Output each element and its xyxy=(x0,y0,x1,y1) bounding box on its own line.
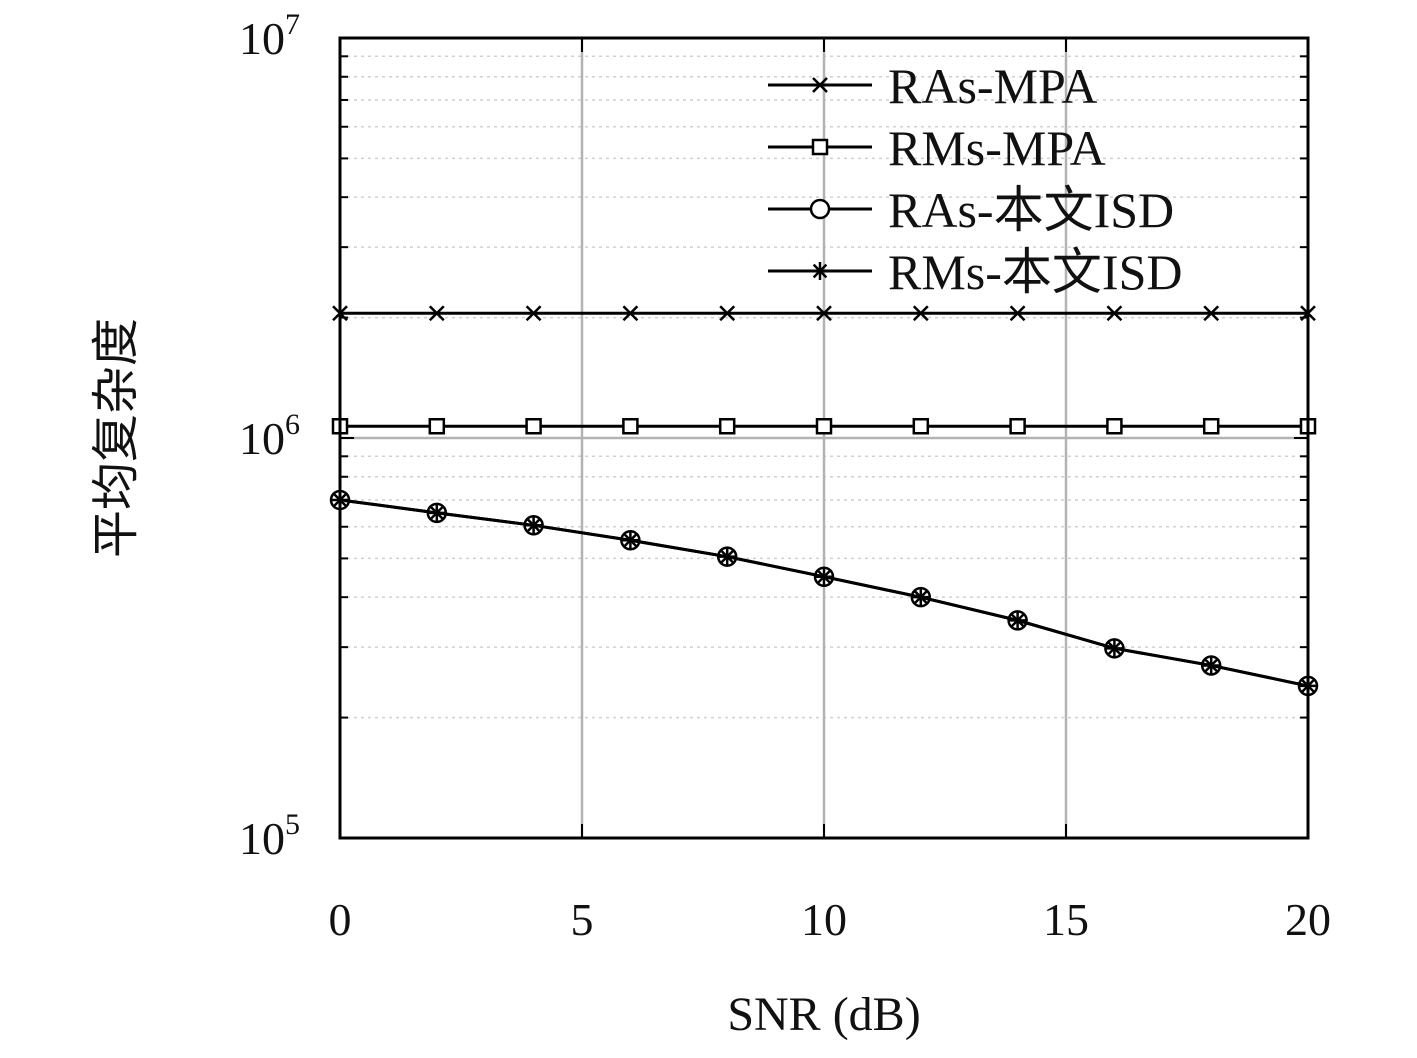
legend-item: RAs-MPA xyxy=(768,58,1097,114)
x-tick-label: 15 xyxy=(1043,894,1089,945)
y-tick-label: 107 xyxy=(239,8,300,64)
marker-circle xyxy=(809,198,831,220)
x-tick-label: 0 xyxy=(329,894,352,945)
series-2 xyxy=(331,417,1317,435)
x-tick-label: 20 xyxy=(1285,894,1331,945)
marker-stroke xyxy=(1203,305,1220,322)
legend-item: RMs-MPA xyxy=(768,120,1106,176)
data-point xyxy=(1106,417,1123,435)
marker-square xyxy=(815,417,833,435)
marker-stroke xyxy=(719,549,735,564)
data-point xyxy=(524,516,543,535)
x-tick-label: 5 xyxy=(571,894,594,945)
marker-stroke xyxy=(526,518,541,533)
marker-square xyxy=(525,417,542,435)
legend-label: RAs-本文ISD xyxy=(888,182,1174,238)
data-point xyxy=(1203,305,1220,322)
data-point xyxy=(622,305,639,322)
data-point xyxy=(427,503,446,522)
legend-marker xyxy=(811,262,829,280)
x-tick-label: 10 xyxy=(801,894,847,945)
marker-square xyxy=(622,417,639,435)
marker-square xyxy=(428,417,446,435)
marker-stroke xyxy=(1107,641,1122,656)
marker-stroke xyxy=(812,77,828,93)
data-point xyxy=(912,417,930,435)
marker-stroke xyxy=(428,305,445,322)
data-point xyxy=(1009,417,1026,435)
data-point xyxy=(815,567,833,586)
marker-stroke xyxy=(912,305,929,322)
legend-label: RMs-本文ISD xyxy=(888,244,1182,300)
legend: RAs-MPA RMs-MPA RAs-本文ISD RMs-本文ISD xyxy=(768,58,1182,300)
marker-stroke xyxy=(816,305,832,322)
marker-stroke xyxy=(816,569,832,584)
data-point xyxy=(428,305,445,322)
data-point xyxy=(525,417,542,435)
data-point xyxy=(719,305,736,322)
series-4 xyxy=(331,490,1317,695)
marker-stroke xyxy=(1009,305,1026,322)
data-point xyxy=(1008,611,1027,630)
legend-label: RAs-MPA xyxy=(888,58,1097,114)
marker-square xyxy=(718,417,736,435)
grid xyxy=(340,36,1308,840)
data-point xyxy=(815,417,833,435)
data-point xyxy=(622,417,639,435)
data-point xyxy=(911,588,930,607)
data-point xyxy=(525,305,542,322)
data-point xyxy=(912,305,929,322)
marker-stroke xyxy=(623,533,638,548)
marker-stroke xyxy=(525,305,542,322)
marker-stroke xyxy=(913,589,929,605)
data-point xyxy=(1105,639,1124,658)
ticks: 105 106 107 0 5 10 15 20 xyxy=(239,8,1331,945)
marker-stroke xyxy=(719,305,736,322)
data-point xyxy=(1202,417,1220,435)
marker-stroke xyxy=(812,263,828,279)
legend-item: RAs-本文ISD xyxy=(768,182,1174,238)
x-axis-title: SNR (dB) xyxy=(727,988,920,1041)
data-point xyxy=(428,417,446,435)
marker-square xyxy=(1009,417,1026,435)
legend-marker xyxy=(812,77,828,93)
legend-label: RMs-MPA xyxy=(888,120,1106,176)
data-point xyxy=(1009,305,1026,322)
marker-square xyxy=(912,417,930,435)
data-point xyxy=(621,531,640,550)
data-point xyxy=(718,547,737,566)
marker-square xyxy=(1106,417,1123,435)
legend-marker xyxy=(811,138,829,156)
marker-stroke xyxy=(1010,613,1025,628)
y-tick-label: 105 xyxy=(239,808,300,864)
series-layer xyxy=(329,305,1319,697)
legend-item: RMs-本文ISD xyxy=(768,244,1182,300)
legend-marker xyxy=(809,198,831,220)
data-point xyxy=(1202,656,1221,675)
marker-square xyxy=(811,138,829,156)
marker-stroke xyxy=(1203,658,1219,673)
data-point xyxy=(1106,305,1123,322)
y-axis-title: 平均复杂度 xyxy=(90,318,143,558)
data-point xyxy=(718,417,736,435)
y-tick-label: 106 xyxy=(239,408,300,464)
marker-stroke xyxy=(429,505,445,521)
marker-stroke xyxy=(1106,305,1123,322)
data-point xyxy=(816,305,832,322)
marker-stroke xyxy=(622,305,639,322)
marker-square xyxy=(1202,417,1220,435)
